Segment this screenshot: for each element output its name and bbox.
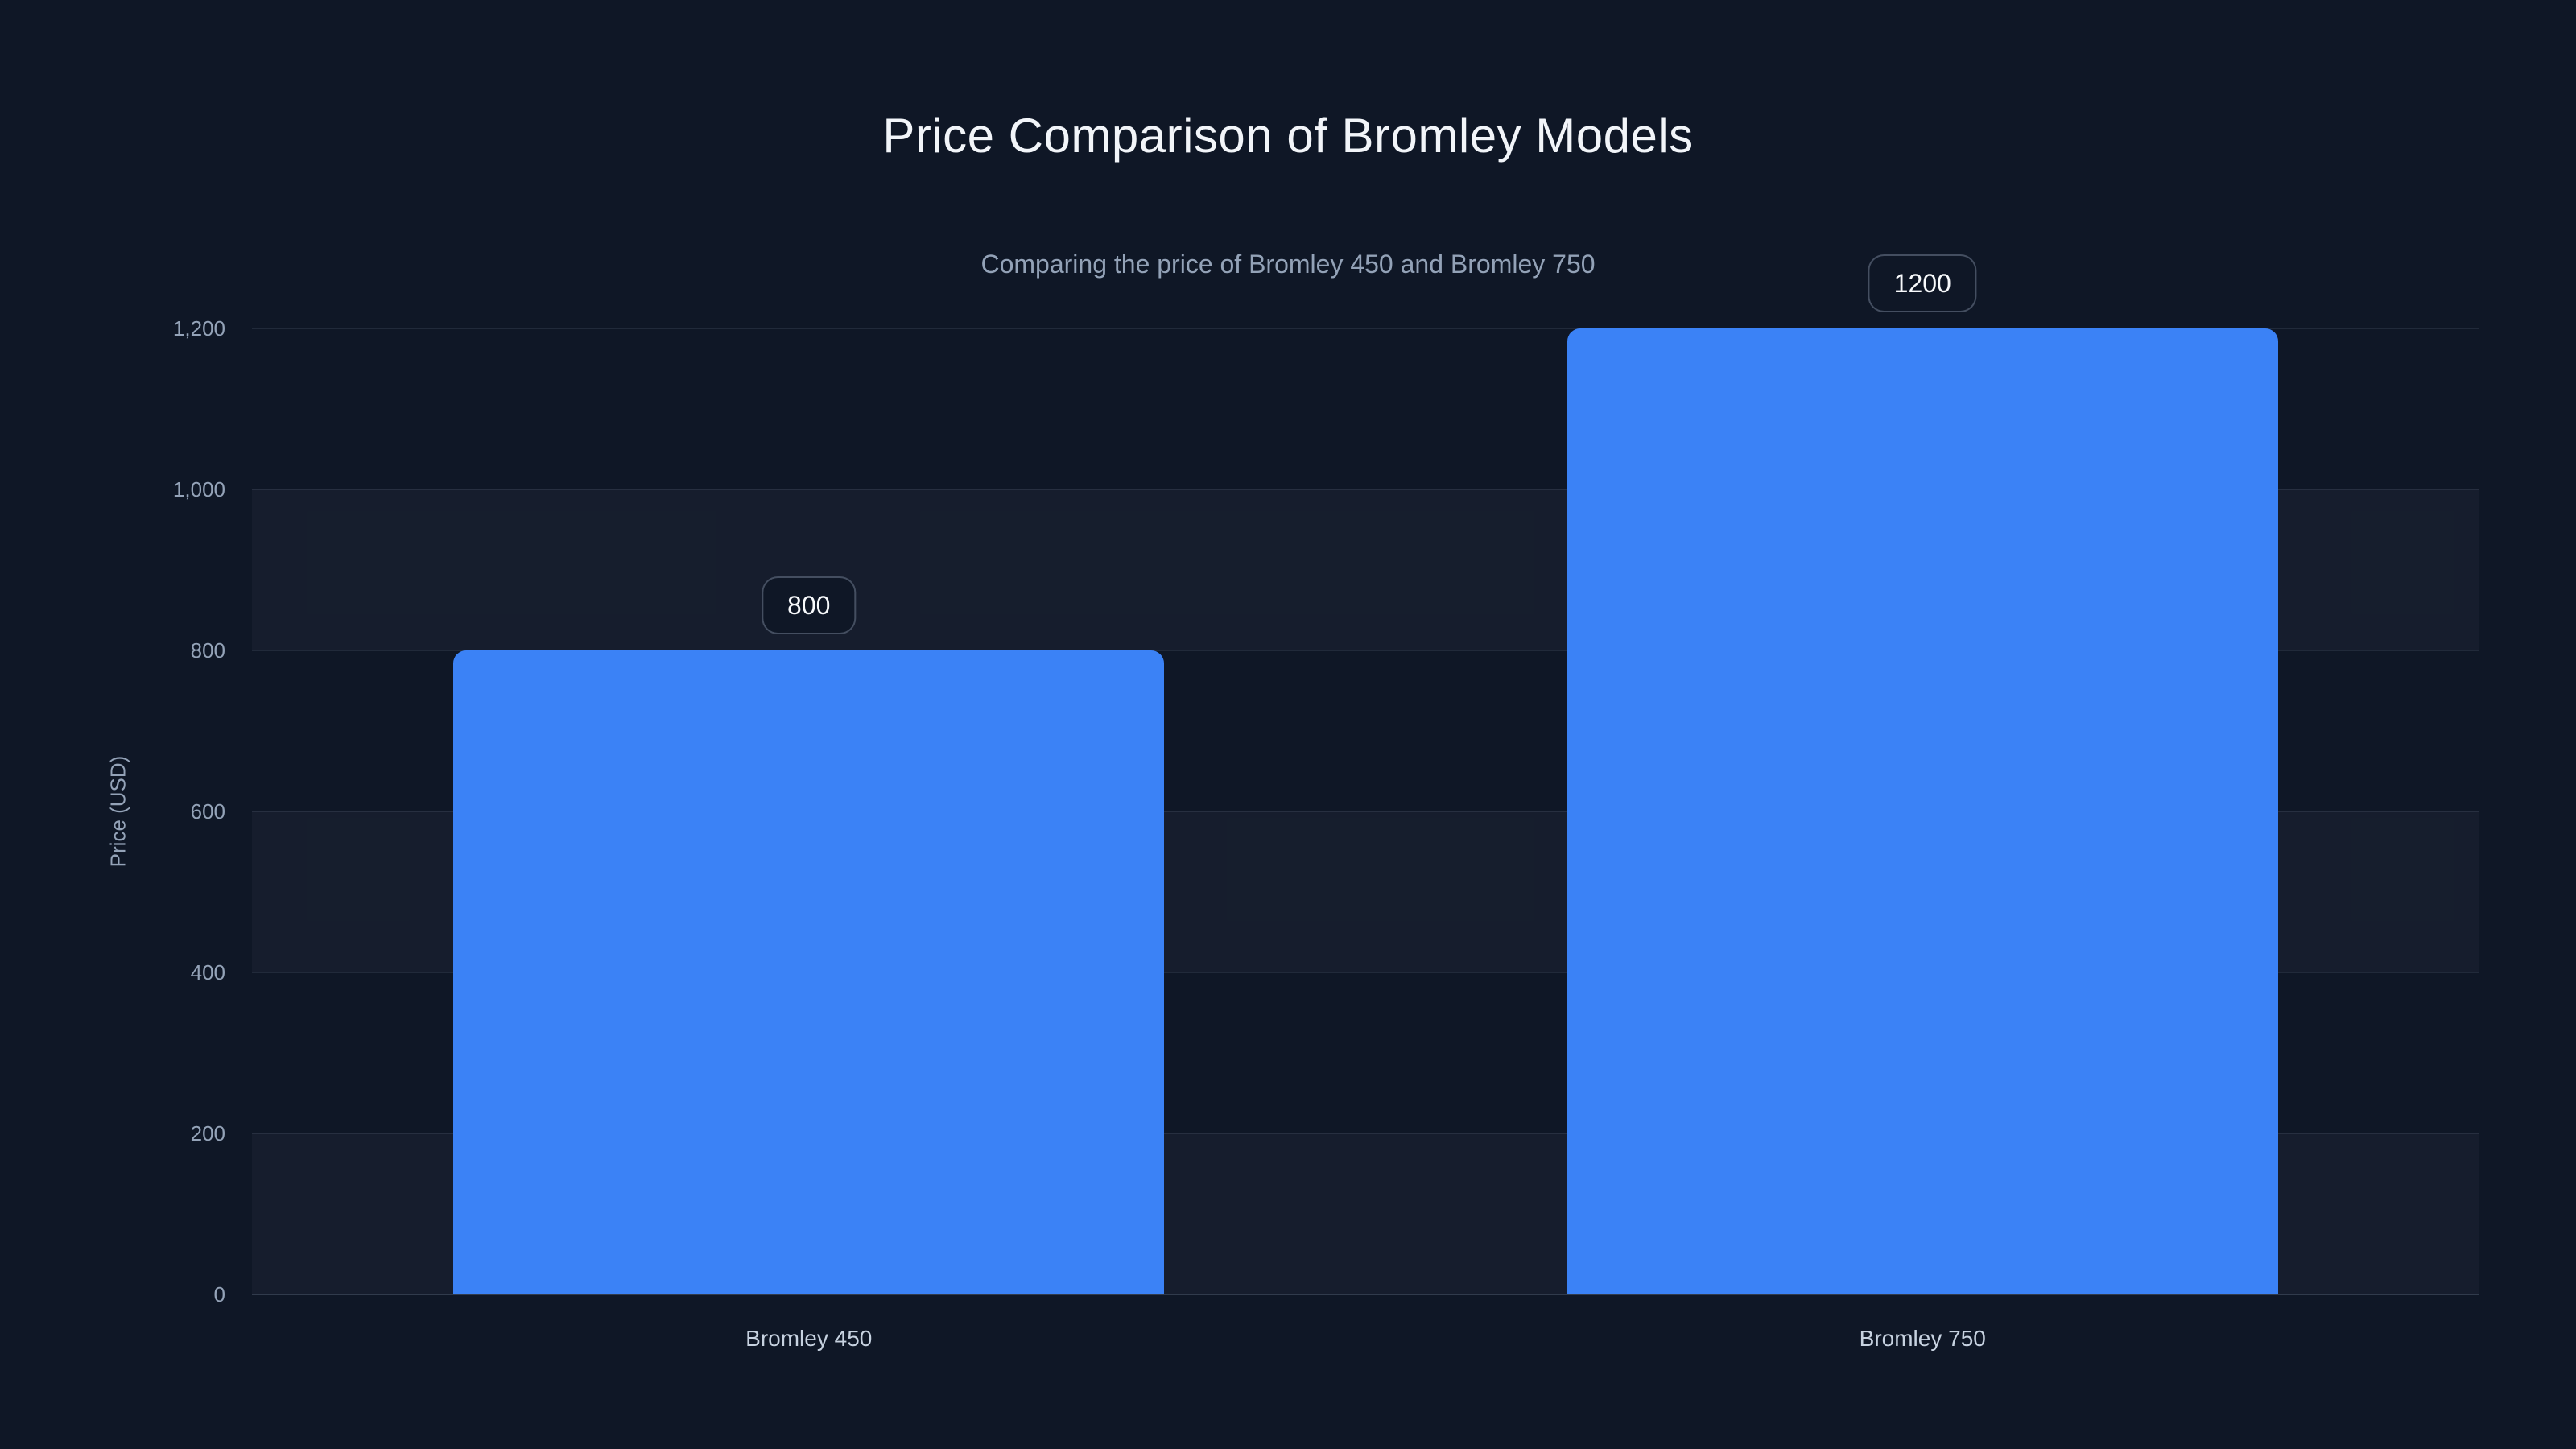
y-tick-label: 200 bbox=[190, 1121, 225, 1146]
plot-area: 800 1200 bbox=[252, 254, 2479, 1295]
bar-bromley-750[interactable] bbox=[1567, 328, 2278, 1294]
chart-title: Price Comparison of Bromley Models bbox=[882, 109, 1694, 163]
gridline bbox=[252, 1294, 2479, 1295]
y-tick-label: 1,000 bbox=[172, 477, 225, 502]
value-badge: 1200 bbox=[1868, 254, 1977, 312]
x-category-label: Bromley 750 bbox=[1859, 1326, 1986, 1351]
gridline bbox=[252, 489, 2479, 490]
gridline bbox=[252, 1133, 2479, 1134]
y-tick-label: 800 bbox=[190, 638, 225, 663]
y-tick-label: 600 bbox=[190, 799, 225, 824]
y-tick-label: 1,200 bbox=[172, 316, 225, 341]
value-badge: 800 bbox=[762, 576, 857, 634]
chart-subtitle: Comparing the price of Bromley 450 and B… bbox=[980, 250, 1596, 279]
gridline bbox=[252, 972, 2479, 973]
y-tick-label: 400 bbox=[190, 960, 225, 985]
gridline bbox=[252, 811, 2479, 812]
x-category-label: Bromley 450 bbox=[745, 1326, 873, 1351]
gridline bbox=[252, 328, 2479, 329]
gridline bbox=[252, 650, 2479, 651]
bar-bromley-450[interactable] bbox=[453, 650, 1165, 1294]
y-tick-label: 0 bbox=[213, 1282, 225, 1307]
